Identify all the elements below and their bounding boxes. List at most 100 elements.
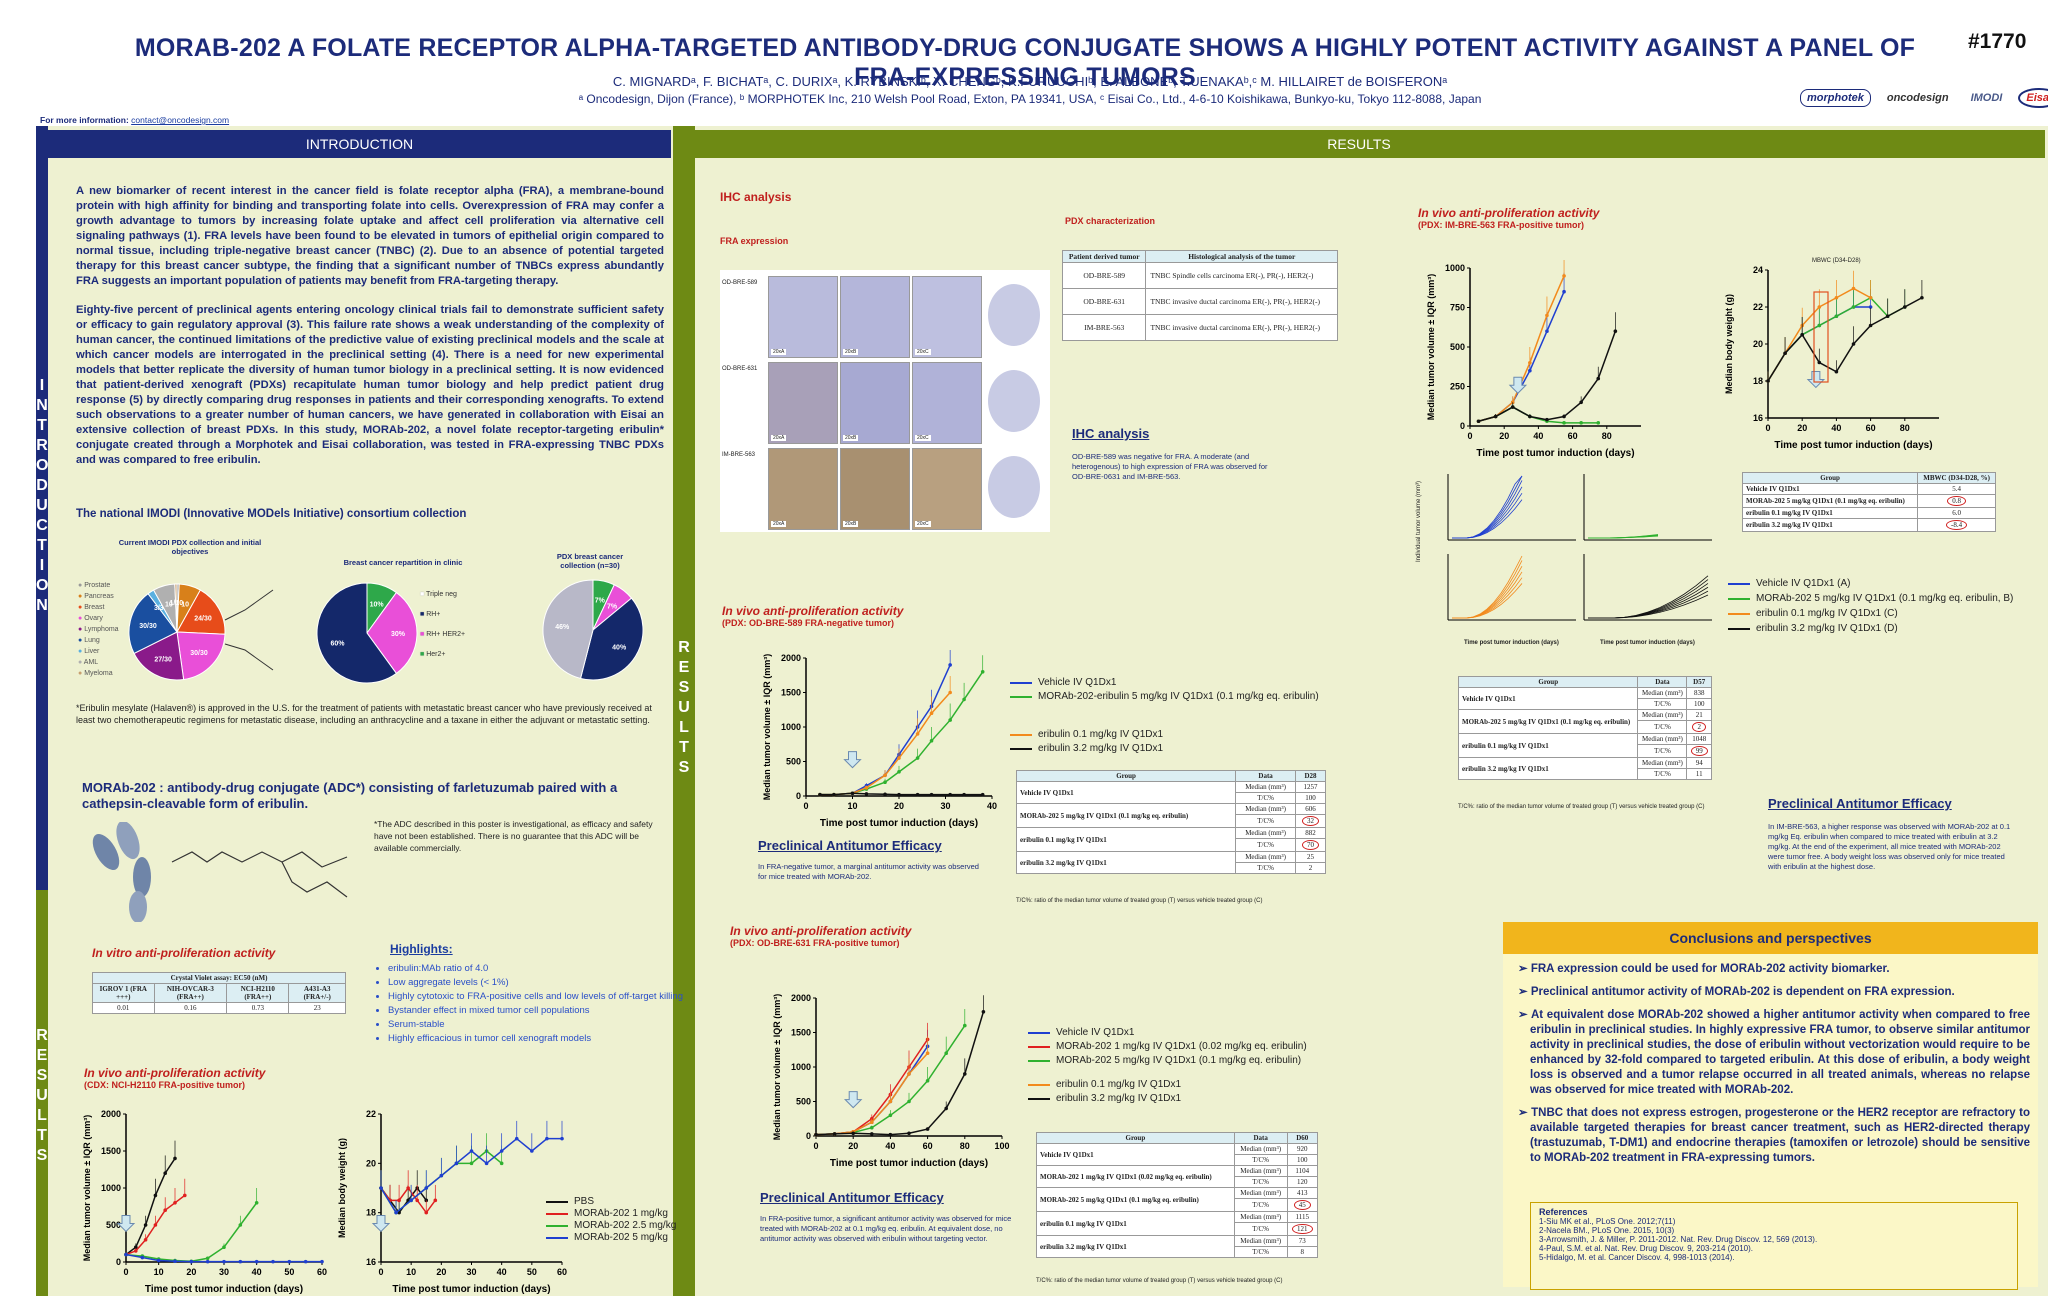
table-cell: OD-BRE-631 xyxy=(1061,288,1147,315)
y-tick-label: 0 xyxy=(796,791,801,801)
x-tick-label: 20 xyxy=(848,1141,858,1151)
table-value: 1257 xyxy=(1303,783,1318,791)
table-group-label: eribulin 3.2 mg/kg IV Q1Dx1 xyxy=(1015,851,1237,874)
treatment-arrow-icon xyxy=(1508,376,1528,394)
x-tick-label: 60 xyxy=(1866,423,1876,433)
pie1-legend-item: ● Breast xyxy=(78,602,119,613)
x-tick-label: 10 xyxy=(406,1267,416,1277)
data-point xyxy=(560,1136,564,1141)
table-header: MBWC (D34-D28, %) xyxy=(1917,472,1996,484)
table-value-cell: 73 xyxy=(1286,1235,1319,1247)
data-point xyxy=(222,1259,226,1264)
x-axis-label: Time post tumor induction (days) xyxy=(1774,440,1932,451)
contact-email-link[interactable]: contact@oncodesign.com xyxy=(131,115,230,125)
table-value: 73 xyxy=(1298,1237,1306,1245)
table-value: 2 xyxy=(1692,722,1706,732)
table-value-cell: 99 xyxy=(1686,744,1712,758)
table-data-label: Median (mm³) xyxy=(1233,1235,1288,1247)
legend-swatch: ● xyxy=(78,593,85,600)
legend-label: Vehicle IV Q1Dx1 xyxy=(1056,1027,1135,1038)
table-group-label: Vehicle IV Q1Dx1 xyxy=(1015,781,1237,804)
legend-swatch xyxy=(1010,696,1032,698)
table-header: D57 xyxy=(1686,676,1712,688)
data-point xyxy=(1528,414,1532,419)
legend-swatch: ● xyxy=(78,615,85,622)
references-title: References xyxy=(1539,1207,1588,1217)
pie-label: 30% xyxy=(391,631,406,638)
pie-slice xyxy=(128,592,178,655)
data-point xyxy=(1817,360,1822,365)
legend-label: MORAb-202 1 mg/kg xyxy=(574,1208,668,1219)
legend-item: eribulin 0.1 mg/kg IV Q1Dx1 (C) xyxy=(1728,606,2013,621)
treatment-arrow-icon xyxy=(843,751,862,769)
data-point xyxy=(1834,295,1839,300)
table-value-cell: 70 xyxy=(1294,838,1327,852)
x-tick-label: 80 xyxy=(1900,423,1910,433)
data-point xyxy=(929,711,934,715)
table-value: 94 xyxy=(1695,759,1703,767)
table-header: Histological analysis of the tumor xyxy=(1145,250,1338,263)
pdx589-subtitle: (PDX: OD-BRE-589 FRA-negative tumor) xyxy=(722,618,895,628)
data-point xyxy=(469,1161,474,1166)
pdx563-subtitle: (PDX: IM-BRE-563 FRA-positive tumor) xyxy=(1418,220,1585,230)
pie2-title: Breast cancer repartition in clinic xyxy=(343,558,463,567)
data-point xyxy=(929,739,934,743)
legend-label: eribulin 0.1 mg/kg IV Q1Dx1 xyxy=(1038,729,1164,740)
data-point xyxy=(143,1238,148,1242)
table-group-label: Vehicle IV Q1Dx1 xyxy=(1741,483,1919,495)
data-point xyxy=(173,1156,177,1161)
x-tick-label: 10 xyxy=(847,801,857,811)
data-point xyxy=(1834,369,1839,374)
x-tick-label: 80 xyxy=(1602,431,1612,441)
table-value-cell: 100 xyxy=(1286,1154,1319,1166)
table-value: 100 xyxy=(1297,1156,1308,1164)
pdx631-efficacy-title: Preclinical Antitumor Efficacy xyxy=(760,1190,944,1205)
data-point xyxy=(883,780,887,784)
pdx631-subtitle: (PDX: OD-BRE-631 FRA-positive tumor) xyxy=(730,938,900,948)
x-tick-label: 40 xyxy=(252,1267,262,1277)
table-value: 920 xyxy=(1297,1145,1308,1153)
table-cell: IM-BRE-563 xyxy=(1061,314,1147,341)
table-value: 121 xyxy=(1292,1224,1313,1234)
table-value-cell: 32 xyxy=(1294,814,1327,828)
table-value: 838 xyxy=(1693,689,1705,697)
data-point xyxy=(530,1149,534,1153)
ihc-image-label: 20xA xyxy=(771,435,787,441)
conclusions-list: ➢ FRA expression could be used for MORAb… xyxy=(1518,962,2030,1174)
legend-label: PBS xyxy=(574,1196,595,1207)
table-data-label: Median (mm³) xyxy=(1235,803,1296,815)
data-point xyxy=(1834,314,1839,319)
data-point xyxy=(153,1193,158,1198)
data-point xyxy=(1528,368,1532,373)
data-point xyxy=(124,1252,128,1257)
data-point xyxy=(140,1255,145,1260)
invitro-value: 0.16 xyxy=(153,1002,228,1014)
introduction-header: INTRODUCTION xyxy=(48,130,671,158)
reference-item: 1-Siu MK et al., PLoS One. 2012;7(11) xyxy=(1539,1217,1676,1226)
data-point xyxy=(1545,313,1549,318)
results-header: RESULTS xyxy=(673,130,2045,158)
data-point xyxy=(397,1198,401,1203)
more-info: For more information: contact@oncodesign… xyxy=(40,115,230,125)
data-point xyxy=(394,1210,398,1215)
pie-label: 46% xyxy=(555,624,570,631)
y-tick-label: 500 xyxy=(786,757,801,767)
y-tick-label: 750 xyxy=(1450,303,1465,313)
cdx-tumor-chart: 0 10 20 30 40 50 60 0 500 1000 1500 2000 Time post t… xyxy=(82,1109,327,1295)
legend-swatch: ● xyxy=(78,670,85,677)
table-data-label: Median (mm³) xyxy=(1233,1143,1288,1155)
x-tick-label: 20 xyxy=(436,1267,446,1277)
table-cell: OD-BRE-589 xyxy=(1061,262,1147,289)
data-point xyxy=(1562,421,1566,425)
ihc-micrograph: 20xC xyxy=(912,362,982,444)
ihc-image-label: 20xA xyxy=(771,349,787,355)
data-point xyxy=(907,1072,911,1076)
pie-label: 40% xyxy=(612,645,627,652)
individual-line xyxy=(1452,475,1523,539)
x-tick-label: 40 xyxy=(1831,423,1841,433)
ihc-micrograph: 20xA xyxy=(768,448,838,530)
table-value-cell: 882 xyxy=(1294,827,1327,839)
table-data-label: T/C% xyxy=(1637,720,1688,734)
